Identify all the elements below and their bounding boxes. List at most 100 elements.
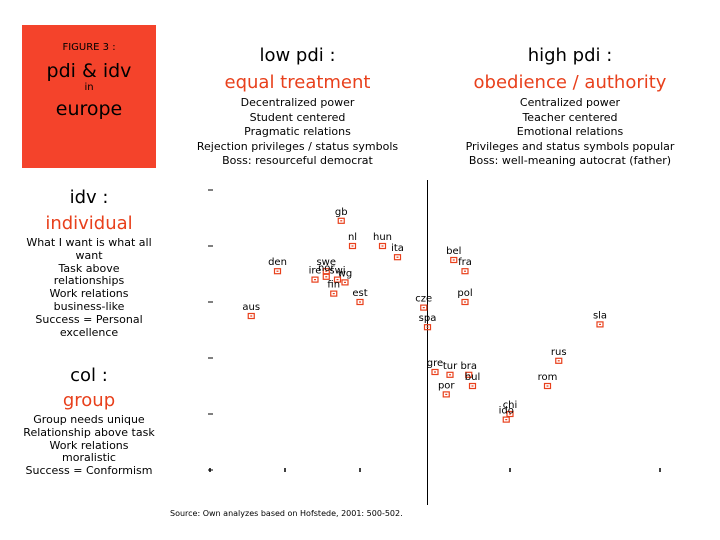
point-marker-center	[340, 220, 343, 222]
data-point-den: den	[268, 257, 287, 275]
point-label: bul	[465, 372, 480, 383]
point-marker	[450, 256, 458, 264]
point-marker-center	[557, 360, 560, 362]
list-item: Rejection privileges / status symbols	[196, 139, 399, 153]
point-label: gre	[427, 358, 443, 369]
data-point-nl: nl	[348, 232, 357, 250]
low-pdi-header: low pdi : equal treatment Decentralized …	[180, 45, 415, 169]
point-marker-center	[464, 301, 466, 303]
high-pdi-title: high pdi :	[527, 45, 613, 66]
point-marker	[378, 242, 387, 250]
idv-list: What I want is what all want Task above …	[22, 236, 156, 339]
point-marker-center	[434, 371, 436, 373]
point-label: bra	[460, 361, 477, 372]
col-row-header: col : group Group needs unique Relations…	[22, 365, 156, 478]
figure-title: pdi & idv	[46, 60, 132, 82]
point-label: wg	[338, 268, 353, 279]
point-marker-center	[336, 279, 339, 281]
point-marker-center	[325, 276, 328, 278]
high-pdi-header: high pdi : obedience / authority Central…	[452, 45, 688, 169]
data-point-chi: chi	[503, 400, 518, 418]
point-marker-center	[381, 245, 384, 247]
point-marker	[461, 268, 469, 275]
point-marker	[341, 279, 349, 286]
data-point-ire: ire	[309, 266, 322, 283]
point-label: den	[268, 257, 287, 268]
point-label: chi	[503, 400, 518, 411]
point-label: rom	[538, 372, 558, 383]
low-pdi-subtitle: equal treatment	[224, 72, 371, 93]
point-marker-center	[359, 301, 361, 303]
point-marker	[337, 217, 345, 224]
list-item: Privileges and status symbols popular	[465, 139, 675, 153]
point-marker-center	[351, 245, 354, 247]
point-label: est	[352, 288, 367, 299]
point-marker	[543, 382, 552, 390]
point-marker-center	[471, 385, 474, 387]
point-label: fra	[458, 257, 472, 268]
chart-axes	[208, 180, 661, 505]
list-item: Centralized power	[519, 96, 621, 109]
point-marker-center	[422, 307, 425, 309]
point-marker	[322, 273, 330, 280]
point-marker-center	[325, 270, 328, 272]
list-item: Work relations moralistic	[49, 438, 129, 465]
figure-title-box: FIGURE 3 : pdi & idv in europe	[22, 25, 156, 168]
source-note: Source: Own analyzes based on Hofstede, …	[170, 509, 403, 518]
list-item: Task above relationships	[53, 261, 125, 288]
data-point-sla: sla	[593, 310, 607, 328]
list-item: Pragmatic relations	[244, 125, 351, 138]
point-label: nl	[348, 232, 357, 243]
point-marker	[273, 268, 282, 275]
point-marker	[446, 371, 454, 378]
data-point-ido: ido	[499, 406, 514, 423]
point-label: cze	[415, 294, 432, 305]
low-pdi-list: Decentralized power Student centered Pra…	[180, 96, 415, 169]
col-list: Group needs unique Relationship above ta…	[22, 413, 156, 478]
point-marker	[330, 290, 338, 297]
point-marker	[465, 371, 473, 378]
point-marker-center	[445, 393, 448, 395]
list-item: Boss: well-meaning autocrat (father)	[468, 154, 672, 167]
col-subtitle: group	[62, 390, 116, 411]
point-marker-center	[452, 259, 455, 261]
data-point-rom: rom	[538, 372, 558, 390]
data-point-tur: tur	[443, 361, 458, 378]
point-label: swi	[329, 266, 345, 277]
point-marker-center	[449, 374, 451, 376]
point-label: spa	[419, 313, 437, 324]
point-marker-center	[344, 281, 346, 283]
data-point-gre: gre	[427, 358, 443, 376]
data-point-spa: spa	[419, 313, 437, 331]
data-point-fin: fin	[327, 280, 340, 297]
point-label: por	[438, 380, 455, 391]
point-label: ire	[309, 266, 322, 277]
point-marker-center	[250, 315, 253, 317]
data-point-pol: pol	[457, 288, 473, 306]
data-point-swi: swi	[329, 266, 346, 283]
list-item: Group needs unique	[33, 413, 145, 426]
point-marker	[356, 298, 364, 306]
point-marker-center	[332, 293, 335, 295]
point-label: aus	[242, 302, 260, 313]
point-marker-center	[276, 270, 279, 272]
point-label: nor	[318, 263, 335, 274]
point-marker	[348, 242, 357, 250]
data-point-por: por	[438, 380, 455, 398]
point-label: ita	[391, 243, 404, 254]
data-point-rus: rus	[551, 347, 567, 364]
list-item: Decentralized power	[240, 96, 355, 109]
point-marker-center	[467, 374, 470, 376]
data-point-est: est	[352, 288, 368, 306]
point-label: ido	[499, 406, 514, 417]
point-marker	[596, 321, 604, 328]
point-marker	[311, 276, 319, 283]
idv-title: idv :	[69, 187, 109, 208]
data-point-cze: cze	[415, 294, 432, 311]
list-item: Relationship above task	[23, 425, 155, 439]
point-marker	[555, 357, 563, 364]
low-pdi-title: low pdi :	[259, 45, 336, 66]
point-label: swe	[316, 257, 336, 268]
data-point-aus: aus	[242, 302, 260, 320]
